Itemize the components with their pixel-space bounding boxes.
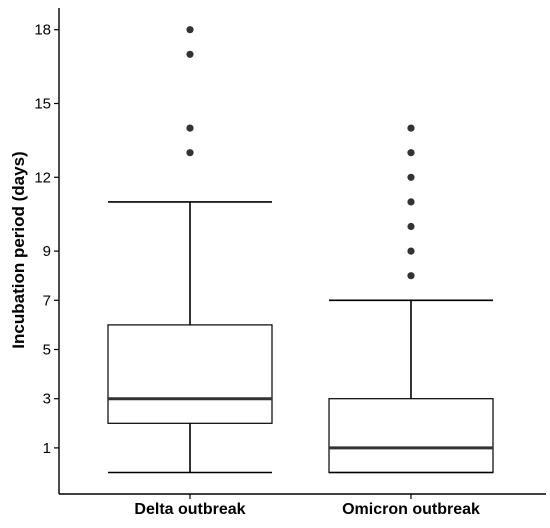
iqr-box: [328, 398, 494, 474]
outlier-point: [407, 272, 415, 280]
outlier-point: [407, 247, 415, 255]
y-tick-label: 7: [43, 292, 51, 309]
box-group: [107, 26, 273, 474]
y-tick-label: 12: [34, 169, 51, 186]
outlier-point: [186, 26, 194, 34]
outlier-point: [407, 198, 415, 206]
boxes: [107, 26, 494, 474]
iqr-box: [107, 324, 273, 424]
outlier-point: [407, 173, 415, 181]
y-tick-label: 5: [43, 342, 51, 359]
outlier-point: [186, 149, 194, 157]
y-tick-label: 18: [34, 22, 51, 39]
outlier-point: [186, 50, 194, 58]
outlier-point: [407, 222, 415, 231]
outlier-point: [407, 124, 415, 132]
outlier-point: [407, 149, 415, 157]
y-ticks: 1 3 5 7 9 12 15 18: [34, 22, 59, 457]
y-tick-label: 1: [43, 440, 51, 457]
box-group: [328, 124, 494, 474]
outlier-point: [186, 124, 194, 132]
y-axis-title: Incubation period (days): [9, 151, 28, 348]
y-tick-label: 15: [34, 96, 51, 113]
x-ticks: Delta outbreak Omicron outbreak: [134, 494, 480, 518]
x-tick-label: Delta outbreak: [134, 501, 245, 518]
y-tick-label: 9: [43, 243, 51, 260]
x-tick-label: Omicron outbreak: [342, 501, 480, 518]
axes: [58, 8, 546, 495]
y-tick-label: 3: [43, 391, 51, 408]
